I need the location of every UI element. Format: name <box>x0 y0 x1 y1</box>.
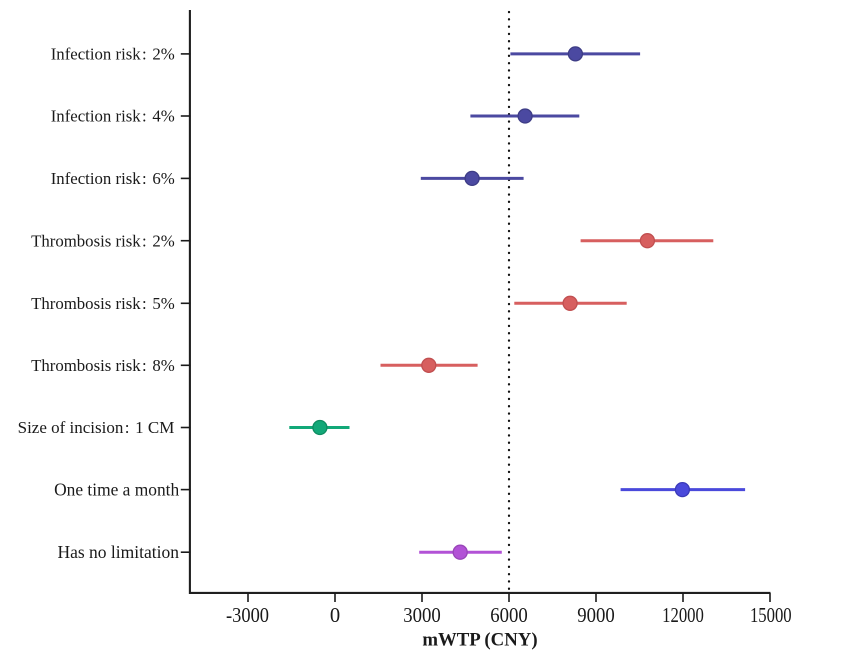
svg-text:12000: 12000 <box>662 605 704 627</box>
svg-text:3000: 3000 <box>403 605 441 627</box>
svg-text:6000: 6000 <box>490 605 528 627</box>
svg-text:Thrombosis risk : 8%: Thrombosis risk : 8% <box>31 356 175 375</box>
svg-text:15000: 15000 <box>750 605 792 627</box>
svg-text:0: 0 <box>330 605 340 627</box>
svg-text:Has no limitation: Has no limitation <box>57 542 179 562</box>
svg-text:9000: 9000 <box>577 605 615 627</box>
svg-text:Infection risk : 2%: Infection risk : 2% <box>51 45 175 64</box>
svg-text:mWTP (CNY): mWTP (CNY) <box>422 630 537 651</box>
svg-text:Infection risk : 6%: Infection risk : 6% <box>51 169 175 188</box>
svg-text:Thrombosis risk : 2%: Thrombosis risk : 2% <box>31 231 175 250</box>
svg-text:-3000: -3000 <box>226 605 269 627</box>
svg-text:Size of incision : 1 CM: Size of incision : 1 CM <box>18 418 175 437</box>
svg-text:Infection risk : 4%: Infection risk : 4% <box>51 107 175 126</box>
svg-text:One time a month: One time a month <box>54 479 179 499</box>
svg-text:Thrombosis risk : 5%: Thrombosis risk : 5% <box>31 294 175 313</box>
